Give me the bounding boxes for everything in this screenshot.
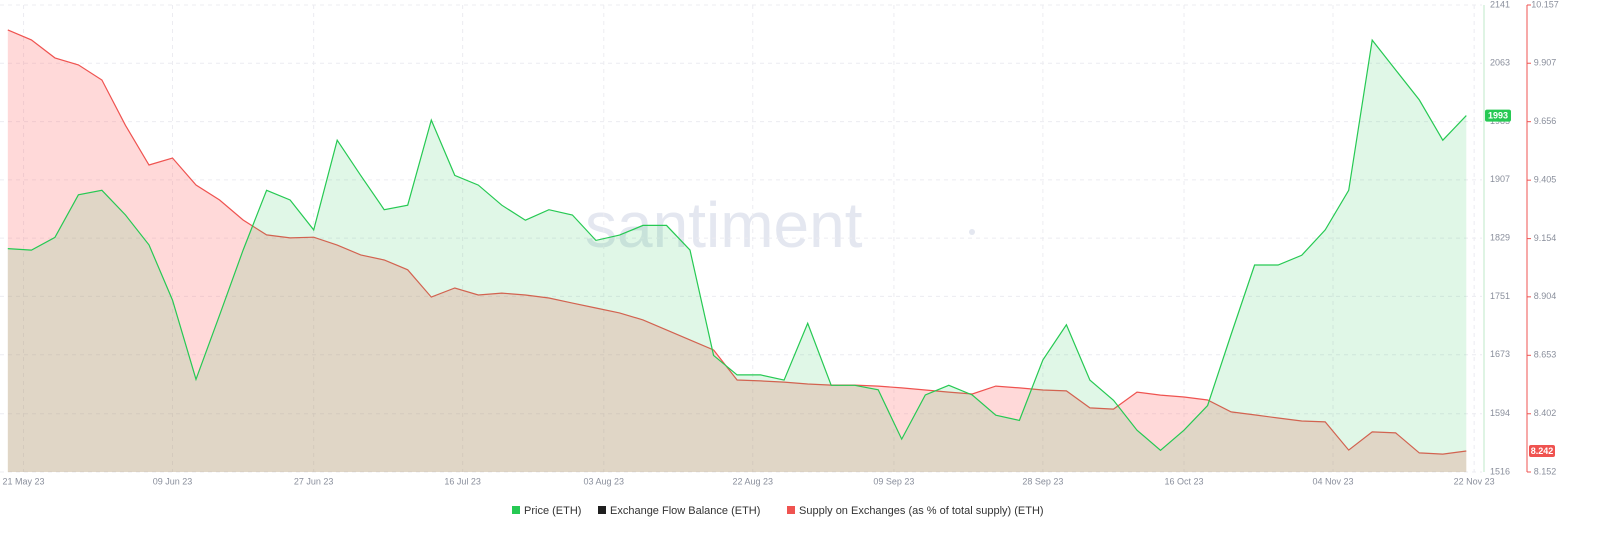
series-area (7, 40, 1467, 472)
last-value-label: 8.242 (1531, 446, 1554, 456)
y-tick-label: 1907 (1490, 174, 1510, 184)
legend-swatch (787, 506, 795, 514)
y2-tick-label: 8.904 (1534, 291, 1557, 301)
series-line (7, 38, 1467, 452)
y-tick-label: 1829 (1490, 233, 1510, 243)
watermark: santiment (585, 189, 863, 261)
y-tick-label: 1594 (1490, 408, 1510, 418)
y-tick-label: 2063 (1490, 58, 1510, 68)
last-value-label: 1993 (1488, 110, 1508, 120)
last-value-badge (1529, 445, 1555, 458)
x-tick-label: 16 Jul 23 (444, 476, 481, 486)
y2-tick-label: 8.402 (1534, 408, 1557, 418)
last-value-badge (1485, 109, 1511, 122)
x-tick-label: 27 Jun 23 (294, 476, 334, 486)
legend-label: Price (ETH) (524, 505, 581, 517)
y2-tick-label: 10.157 (1531, 0, 1559, 9)
x-tick-label: 16 Oct 23 (1165, 476, 1204, 486)
series-area (7, 29, 1467, 473)
series-line (7, 29, 1467, 455)
y2-tick-label: 9.907 (1534, 58, 1557, 68)
legend-label: Exchange Flow Balance (ETH) (610, 505, 760, 517)
x-tick-label: 03 Aug 23 (584, 476, 625, 486)
x-tick-label: 21 May 23 (3, 476, 45, 486)
y-tick-label: 2141 (1490, 0, 1510, 9)
legend-swatch (512, 506, 520, 514)
y2-tick-label: 8.152 (1534, 466, 1557, 476)
x-tick-label: 22 Aug 23 (732, 476, 773, 486)
y-tick-label: 1516 (1490, 466, 1510, 476)
x-tick-label: 22 Nov 23 (1454, 476, 1495, 486)
x-tick-label: 09 Sep 23 (873, 476, 914, 486)
legend: Price (ETH) Exchange Flow Balance (ETH) Su… (512, 505, 1044, 517)
y2-tick-label: 9.405 (1534, 175, 1557, 185)
y-tick-label: 1673 (1490, 349, 1510, 359)
y2-tick-label: 9.656 (1534, 116, 1557, 126)
x-tick-label: 09 Jun 23 (153, 476, 193, 486)
watermark-dot (969, 229, 975, 235)
x-tick-label: 04 Nov 23 (1313, 476, 1354, 486)
y2-tick-label: 9.154 (1534, 233, 1557, 243)
legend-swatch (598, 506, 606, 514)
y-tick-label: 1751 (1490, 291, 1510, 301)
x-tick-label: 28 Sep 23 (1022, 476, 1063, 486)
legend-label: Supply on Exchanges (as % of total suppl… (799, 505, 1044, 517)
y2-tick-label: 8.653 (1534, 350, 1557, 360)
